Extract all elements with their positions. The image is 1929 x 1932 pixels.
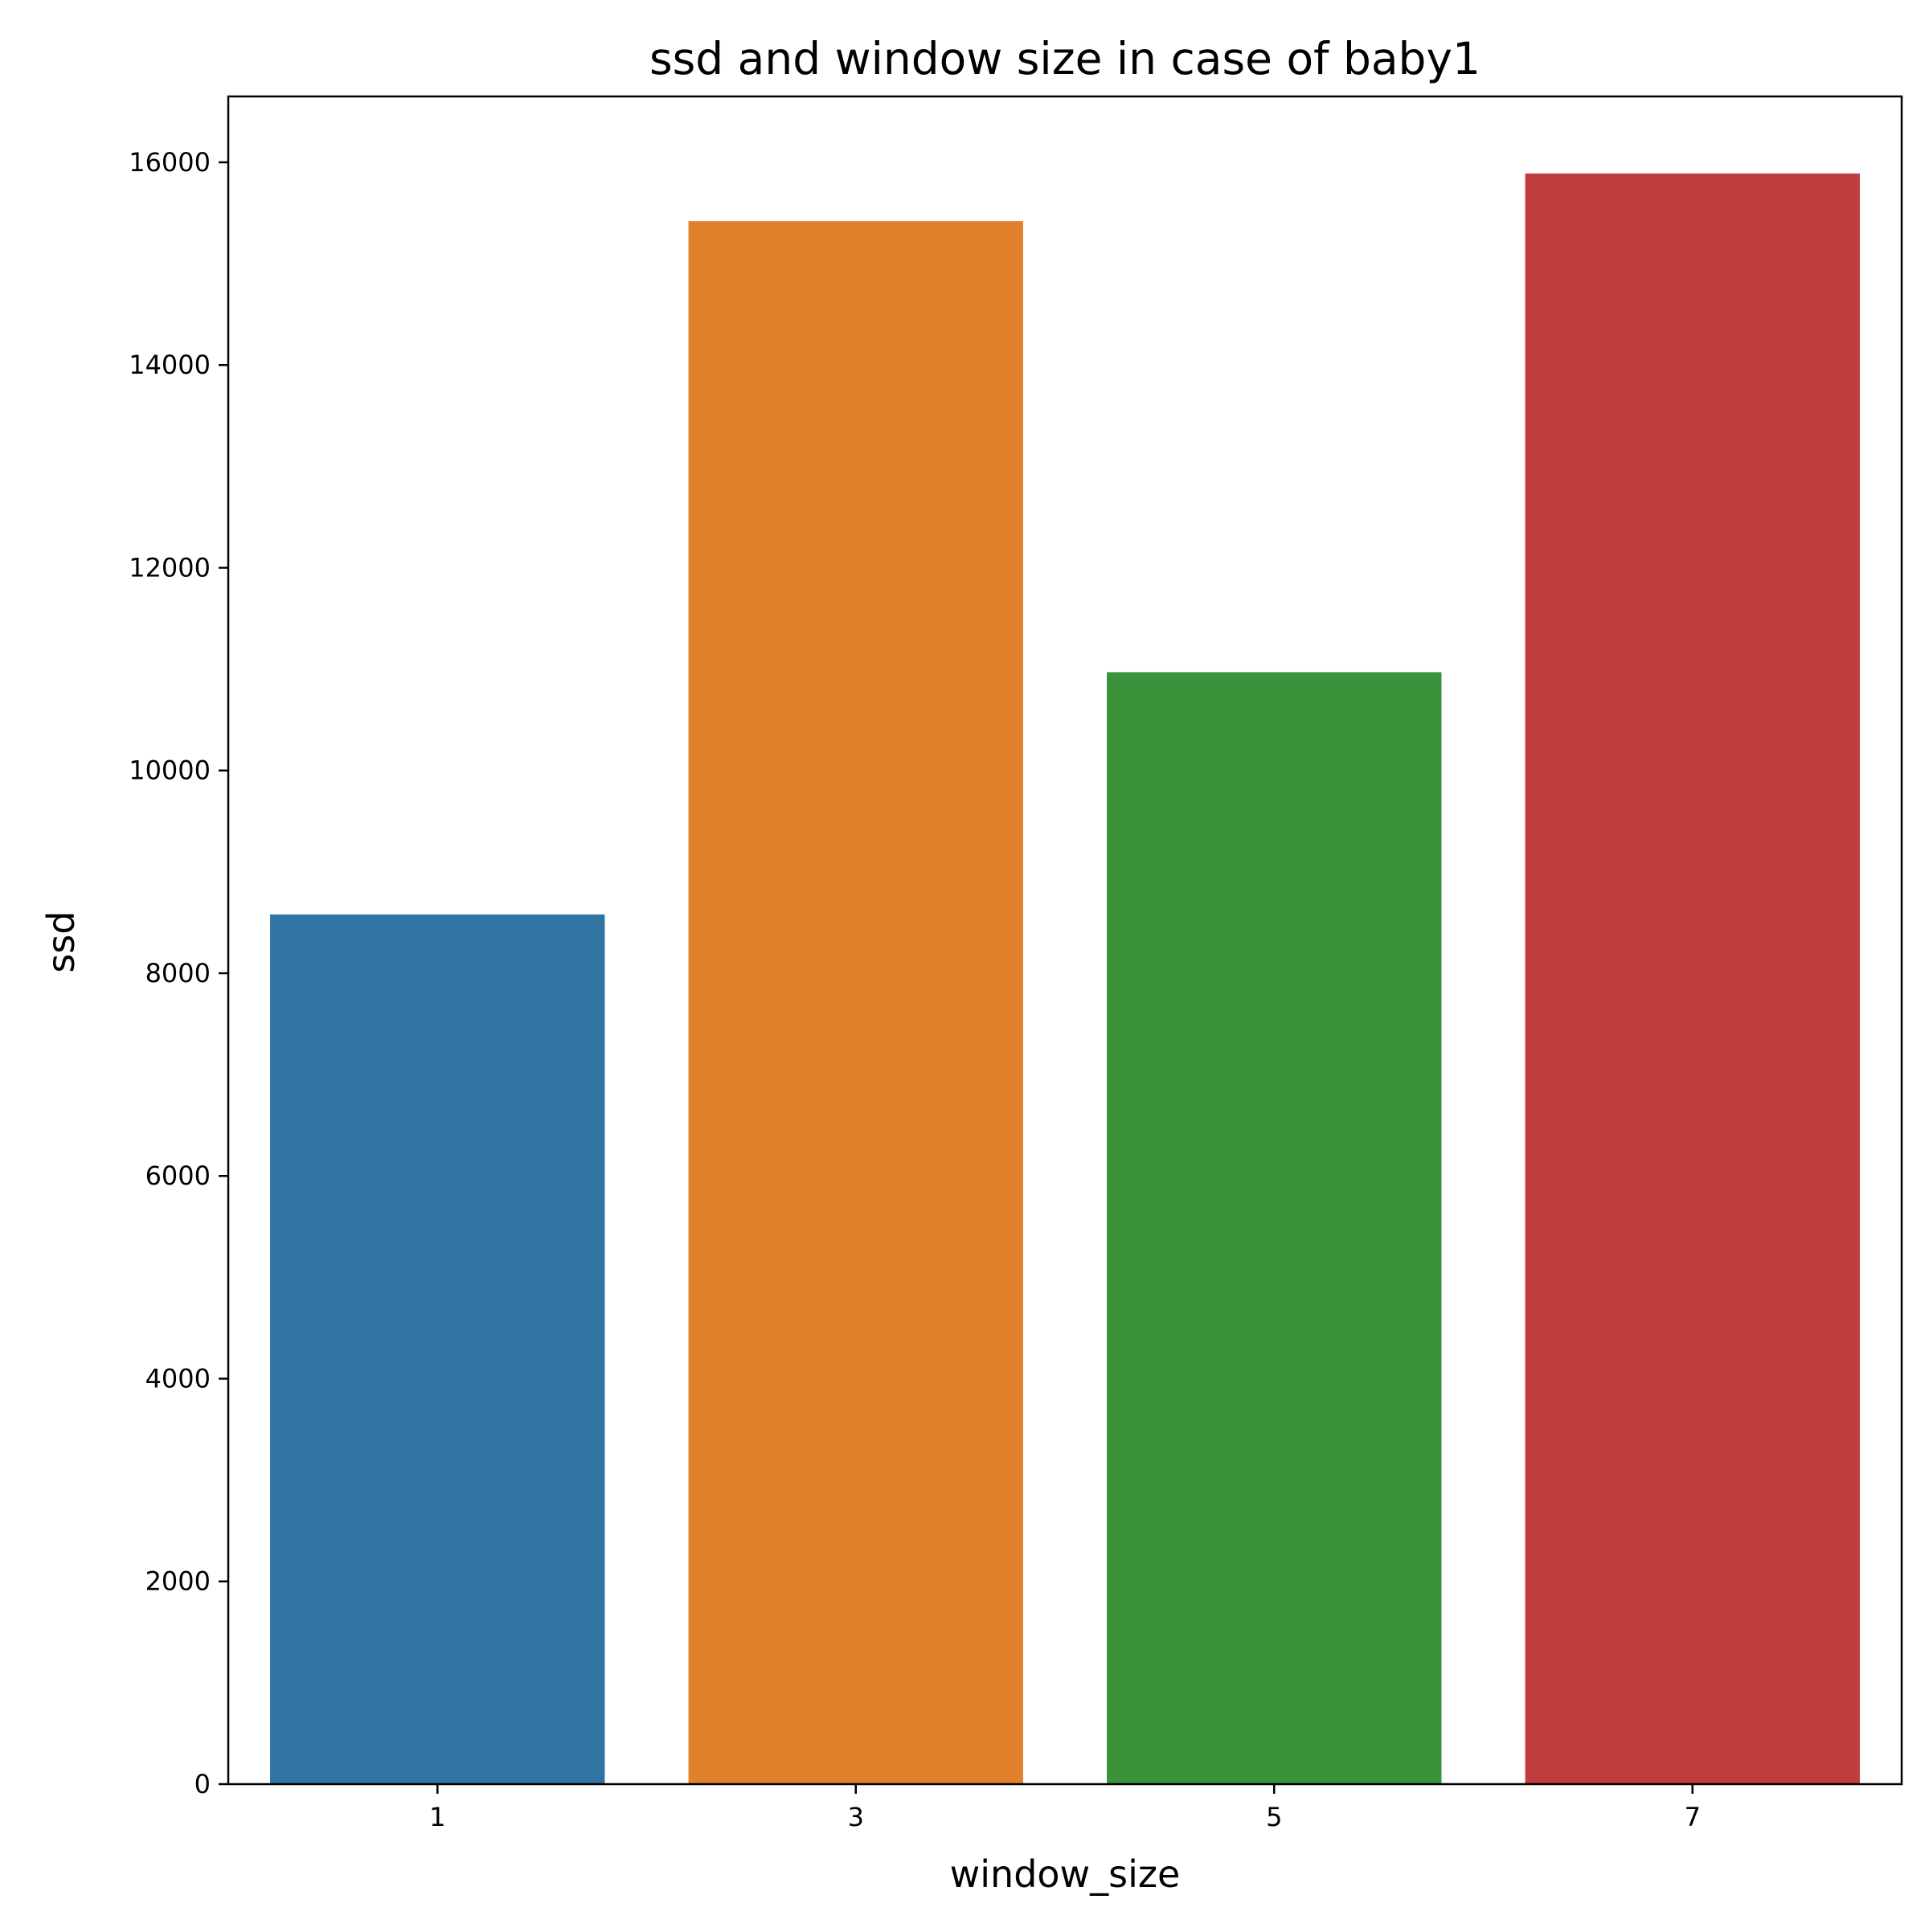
bars-group xyxy=(270,173,1860,1785)
bar-1 xyxy=(270,914,605,1784)
y-axis-label: ssd xyxy=(39,911,83,972)
x-tick-label: 1 xyxy=(429,1802,445,1832)
chart-title: ssd and window size in case of baby1 xyxy=(649,33,1481,84)
bar-7 xyxy=(1525,173,1860,1785)
x-tick-label: 5 xyxy=(1266,1802,1282,1832)
y-tick-label: 16000 xyxy=(129,147,211,178)
y-axis-ticks: 0 2000 4000 6000 8000 10000 12000 14000 16000 xyxy=(129,147,228,1799)
y-tick-label: 4000 xyxy=(145,1363,211,1394)
x-tick-label: 7 xyxy=(1685,1802,1701,1832)
y-tick-label: 8000 xyxy=(145,958,211,989)
y-tick-label: 6000 xyxy=(145,1160,211,1191)
y-tick-label: 10000 xyxy=(129,755,211,786)
bar-5 xyxy=(1107,672,1442,1784)
x-tick-label: 3 xyxy=(848,1802,864,1832)
y-tick-label: 12000 xyxy=(129,552,211,583)
bar-3 xyxy=(688,221,1023,1784)
plot-frame xyxy=(227,95,1903,1786)
y-tick-label: 0 xyxy=(195,1769,211,1799)
y-tick-label: 2000 xyxy=(145,1566,211,1597)
x-axis-ticks: 1 3 5 7 xyxy=(429,1784,1701,1832)
y-tick-label: 14000 xyxy=(129,350,211,380)
x-axis-label: window_size xyxy=(950,1852,1181,1896)
